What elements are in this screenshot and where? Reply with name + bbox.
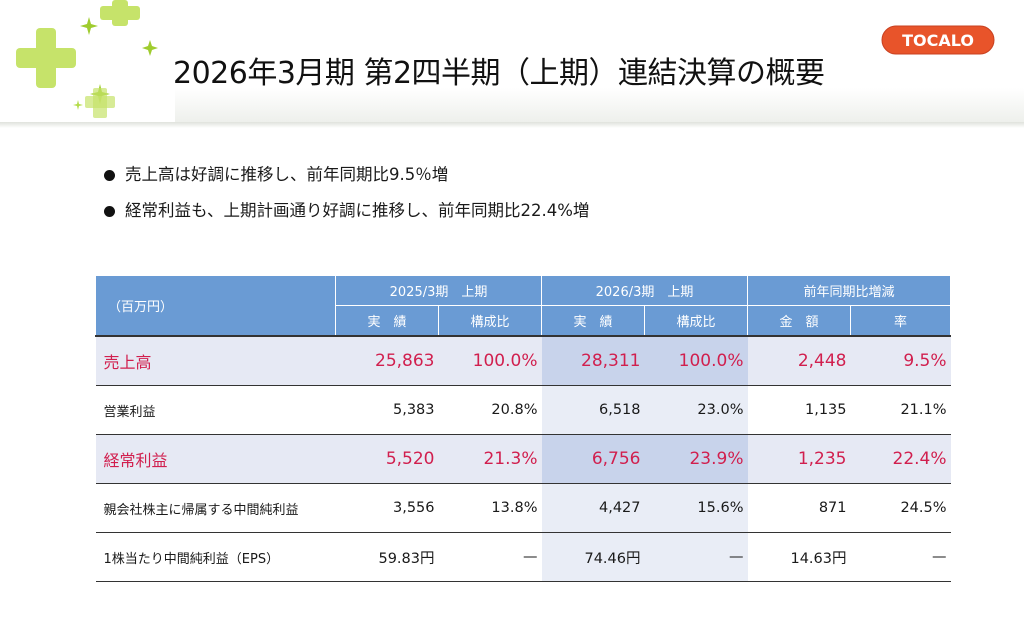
- summary-bullets: 売上高は好調に推移し、前年同期比9.5％増 経常利益も、上期計画通り好調に推移し…: [104, 160, 589, 232]
- row-label: 売上高: [95, 336, 336, 386]
- table-cell: 6,756: [541, 434, 645, 484]
- group-header-current: 2026/3期 上期: [541, 275, 748, 306]
- table-row: 親会社株主に帰属する中間純利益 3,556 13.8% 4,427 15.6% …: [95, 483, 951, 533]
- bullet-text: 経常利益も、上期計画通り好調に推移し、前年同期比22.4%増: [125, 201, 590, 220]
- table-cell: —: [438, 532, 542, 582]
- page-title: 2026年3月期 第2四半期（上期）連結決算の概要: [173, 56, 825, 91]
- table-cell: 2,448: [747, 336, 851, 386]
- table-row: 営業利益 5,383 20.8% 6,518 23.0% 1,135 21.1%: [95, 385, 951, 435]
- table-cell: 22.4%: [850, 434, 951, 484]
- table-cell: 21.1%: [850, 385, 951, 435]
- table-cell: 5,383: [335, 385, 439, 435]
- table-cell: 1,135: [747, 385, 851, 435]
- table-cell: 1,235: [747, 434, 851, 484]
- subheader-actual: 実 績: [335, 305, 439, 337]
- header-divider: [0, 122, 1024, 128]
- bullet-item: 売上高は好調に推移し、前年同期比9.5％増: [104, 160, 589, 190]
- tocalo-logo: TOCALO: [881, 25, 995, 55]
- row-label: 1株当たり中間純利益（EPS）: [95, 532, 336, 582]
- table-cell: 100.0%: [644, 336, 748, 386]
- table-cell: 20.8%: [438, 385, 542, 435]
- bullet-text: 売上高は好調に推移し、前年同期比9.5％増: [125, 165, 449, 184]
- subheader-rate: 率: [849, 305, 952, 337]
- table-cell: 74.46円: [541, 532, 645, 582]
- svg-text:TOCALO: TOCALO: [902, 31, 974, 50]
- slide-header: 2026年3月期 第2四半期（上期）連結決算の概要 TOCALO: [0, 0, 1024, 122]
- table-cell: 59.83円: [335, 532, 439, 582]
- subheader-ratio: 構成比: [438, 305, 542, 337]
- table-cell: 23.0%: [644, 385, 748, 435]
- table-cell: 871: [747, 483, 851, 533]
- table-row: 経常利益 5,520 21.3% 6,756 23.9% 1,235 22.4%: [95, 434, 951, 484]
- table-cell: 28,311: [541, 336, 645, 386]
- table-row: 1株当たり中間純利益（EPS） 59.83円 — 74.46円 — 14.63円…: [95, 532, 951, 582]
- subheader-ratio: 構成比: [644, 305, 748, 337]
- subheader-amount: 金 額: [747, 305, 851, 337]
- table-cell: 13.8%: [438, 483, 542, 533]
- table-cell: 24.5%: [850, 483, 951, 533]
- bullet-dot-icon: [104, 205, 115, 217]
- results-table: （百万円） 2025/3期 上期 2026/3期 上期 前年同期比増減 実 績 …: [95, 275, 952, 582]
- bullet-dot-icon: [104, 169, 115, 181]
- table-cell: —: [644, 532, 748, 582]
- table-cell: 23.9%: [644, 434, 748, 484]
- table-cell: —: [850, 532, 951, 582]
- table-cell: 3,556: [335, 483, 439, 533]
- table-cell: 15.6%: [644, 483, 748, 533]
- group-header-change: 前年同期比増減: [746, 275, 952, 306]
- table-cell: 25,863: [335, 336, 439, 386]
- table-row: 売上高 25,863 100.0% 28,311 100.0% 2,448 9.…: [95, 336, 951, 386]
- table-cell: 4,427: [541, 483, 645, 533]
- bullet-item: 経常利益も、上期計画通り好調に推移し、前年同期比22.4%増: [104, 196, 589, 226]
- unit-header: （百万円）: [95, 275, 336, 337]
- table-cell: 9.5%: [850, 336, 951, 386]
- row-label: 親会社株主に帰属する中間純利益: [95, 483, 336, 533]
- row-label: 営業利益: [95, 385, 336, 435]
- subheader-actual: 実 績: [541, 305, 645, 337]
- group-header-prev: 2025/3期 上期: [335, 275, 542, 306]
- table-cell: 21.3%: [438, 434, 542, 484]
- table-cell: 14.63円: [747, 532, 851, 582]
- table-cell: 100.0%: [438, 336, 542, 386]
- table-cell: 6,518: [541, 385, 645, 435]
- sparkle-decoration-icon: [0, 0, 175, 122]
- table-cell: 5,520: [335, 434, 439, 484]
- row-label: 経常利益: [95, 434, 336, 484]
